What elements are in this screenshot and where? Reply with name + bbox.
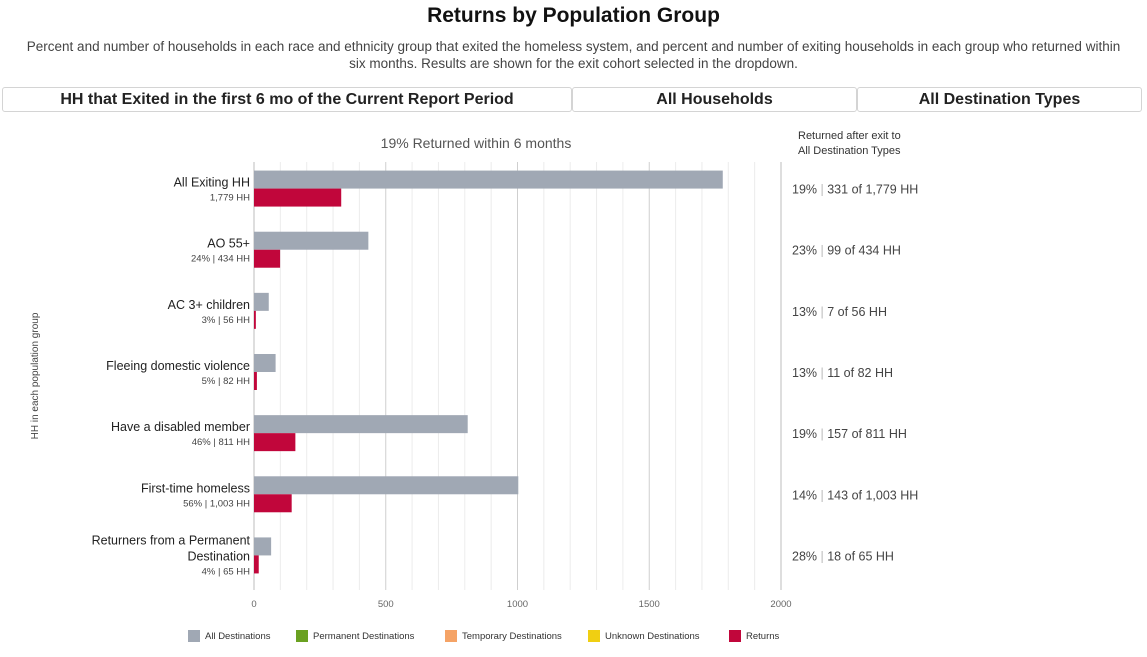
legend-swatch — [729, 630, 741, 642]
return-rate-label: 23% | 99 of 434 HH — [792, 244, 901, 258]
category-sublabel: 5% | 82 HH — [202, 376, 251, 387]
category-label: AO 55+ — [207, 237, 250, 251]
category-label: All Exiting HH — [174, 176, 250, 190]
category-label: Returners from a Permanent — [92, 533, 251, 547]
category-sublabel: 3% | 56 HH — [202, 315, 251, 326]
return-rate-label: 28% | 18 of 65 HH — [792, 549, 894, 563]
bar-all-destinations — [254, 354, 276, 372]
bar-all-destinations — [254, 537, 272, 556]
legend-label: All Destinations — [205, 630, 271, 642]
bar-all-destinations — [254, 292, 269, 311]
legend-swatch — [188, 630, 200, 642]
cohort-dropdown[interactable]: HH that Exited in the first 6 mo of the … — [2, 87, 572, 112]
legend-item[interactable]: Permanent Destinations — [296, 630, 445, 642]
chart-legend: All Destinations Permanent Destinations Te… — [188, 630, 789, 642]
category-label: Have a disabled member — [111, 420, 250, 434]
legend-swatch — [588, 630, 600, 642]
category-label: Fleeing domestic violence — [106, 359, 250, 373]
return-rate-label: 14% | 143 of 1,003 HH — [792, 488, 918, 502]
plot-title: 19% Returned within 6 months — [381, 135, 572, 151]
bar-all-destinations — [254, 170, 723, 189]
legend-item[interactable]: Returns — [729, 630, 789, 642]
x-tick-label: 500 — [378, 599, 394, 610]
category-sublabel: 24% | 434 HH — [191, 254, 250, 265]
right-header-line1: Returned after exit to — [798, 130, 901, 142]
legend-label: Temporary Destinations — [462, 630, 562, 642]
return-rate-label: 13% | 7 of 56 HH — [792, 305, 887, 319]
chart-title: Returns by Population Group — [427, 4, 720, 27]
bar-returns — [254, 188, 342, 207]
y-axis-label: HH in each population group — [30, 312, 41, 439]
x-tick-label: 1500 — [639, 599, 660, 610]
legend-label: Unknown Destinations — [605, 630, 700, 642]
legend-item[interactable]: All Destinations — [188, 630, 296, 642]
bar-all-destinations — [254, 231, 369, 250]
category-sublabel: 56% | 1,003 HH — [183, 498, 250, 509]
bar-returns — [254, 372, 257, 390]
bar-returns — [254, 310, 256, 329]
chart-subtitle: Percent and number of households in each… — [26, 39, 1121, 71]
category-label: AC 3+ children — [168, 298, 250, 312]
x-tick-label: 2000 — [770, 599, 791, 610]
return-rate-label: 13% | 11 of 82 HH — [792, 366, 893, 380]
legend-swatch — [445, 630, 457, 642]
return-rate-label: 19% | 331 of 1,779 HH — [792, 183, 918, 197]
category-sublabel: 1,779 HH — [210, 193, 250, 204]
legend-label: Permanent Destinations — [313, 630, 415, 642]
bar-returns — [254, 555, 259, 574]
category-label: First-time homeless — [141, 481, 250, 495]
destination-dropdown[interactable]: All Destination Types — [857, 87, 1142, 112]
legend-label: Returns — [746, 630, 780, 642]
x-tick-label: 0 — [251, 599, 256, 610]
x-tick-label: 1000 — [507, 599, 528, 610]
right-header-line2: All Destination Types — [798, 145, 901, 157]
bar-returns — [254, 433, 296, 452]
bar-all-destinations — [254, 415, 468, 434]
category-label-cont: Destination — [187, 549, 250, 563]
bar-all-destinations — [254, 476, 519, 495]
bar-returns — [254, 249, 281, 268]
household-type-dropdown[interactable]: All Households — [572, 87, 857, 112]
category-sublabel: 46% | 811 HH — [192, 437, 250, 448]
legend-swatch — [296, 630, 308, 642]
category-sublabel: 4% | 65 HH — [202, 566, 251, 577]
legend-item[interactable]: Unknown Destinations — [588, 630, 729, 642]
legend-item[interactable]: Temporary Destinations — [445, 630, 588, 642]
return-rate-label: 19% | 157 of 811 HH — [792, 427, 907, 441]
bar-returns — [254, 494, 292, 513]
